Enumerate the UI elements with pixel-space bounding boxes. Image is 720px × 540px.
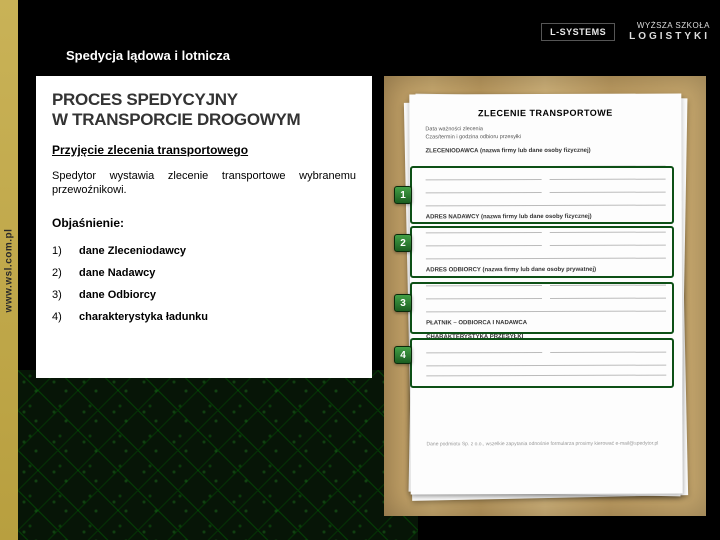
list-item: 4)charakterystyka ładunku xyxy=(52,306,356,328)
title-line-2: W TRANSPORCIE DROGOWYM xyxy=(52,110,300,129)
callout-box xyxy=(410,226,674,278)
subtitle: Przyjęcie zlecenia transportowego xyxy=(52,143,356,157)
body-text: Spedytor wystawia zlecenie transportowe … xyxy=(52,169,356,198)
list-item: 1)dane Zleceniodawcy xyxy=(52,240,356,262)
content-card: PROCES SPEDYCYJNY W TRANSPORCIE DROGOWYM… xyxy=(36,76,372,378)
callout-box xyxy=(410,166,674,224)
explain-label: Objaśnienie: xyxy=(52,216,356,230)
list-item: 3)dane Odbiorcy xyxy=(52,284,356,306)
doc-meta: Data ważności zlecenia xyxy=(425,126,665,133)
doc-title: ZLECENIE TRANSPORTOWE xyxy=(425,108,665,119)
doc-footer: Dane podmiotu Sp. z o.o., wszelkie zapyt… xyxy=(427,441,667,448)
callout-badge: 4 xyxy=(394,346,412,364)
title-line-1: PROCES SPEDYCYJNY xyxy=(52,90,238,109)
callout-badge: 3 xyxy=(394,294,412,312)
explain-list: 1)dane Zleceniodawcy 2)dane Nadawcy 3)da… xyxy=(52,240,356,328)
header: L-SYSTEMS WYŻSZA SZKOŁA LOGISTYKI Spedyc… xyxy=(18,0,720,70)
callout-box xyxy=(410,282,674,334)
logo-school: WYŻSZA SZKOŁA LOGISTYKI xyxy=(629,22,710,42)
side-bar: www.wsl.com.pl xyxy=(0,0,18,540)
logo-school-bottom: LOGISTYKI xyxy=(629,31,710,42)
logo-lsystems: L-SYSTEMS xyxy=(541,23,615,41)
circuit-background xyxy=(18,370,418,540)
logo-school-top: WYŻSZA SZKOŁA xyxy=(629,22,710,31)
page-title: PROCES SPEDYCYJNY W TRANSPORCIE DROGOWYM xyxy=(52,90,356,129)
callout-badge: 1 xyxy=(394,186,412,204)
breadcrumb: Spedycja lądowa i lotnicza xyxy=(66,48,230,63)
list-item: 2)dane Nadawcy xyxy=(52,262,356,284)
logo-area: L-SYSTEMS WYŻSZA SZKOŁA LOGISTYKI xyxy=(541,22,710,42)
doc-meta: Czas/termin i godzina odbioru przesyłki xyxy=(425,134,665,141)
callout-box xyxy=(410,338,674,388)
side-url: www.wsl.com.pl xyxy=(4,228,15,312)
callout-badge: 2 xyxy=(394,234,412,252)
doc-section: ZLECENIODAWCA (nazwa firmy lub dane osob… xyxy=(425,148,665,155)
